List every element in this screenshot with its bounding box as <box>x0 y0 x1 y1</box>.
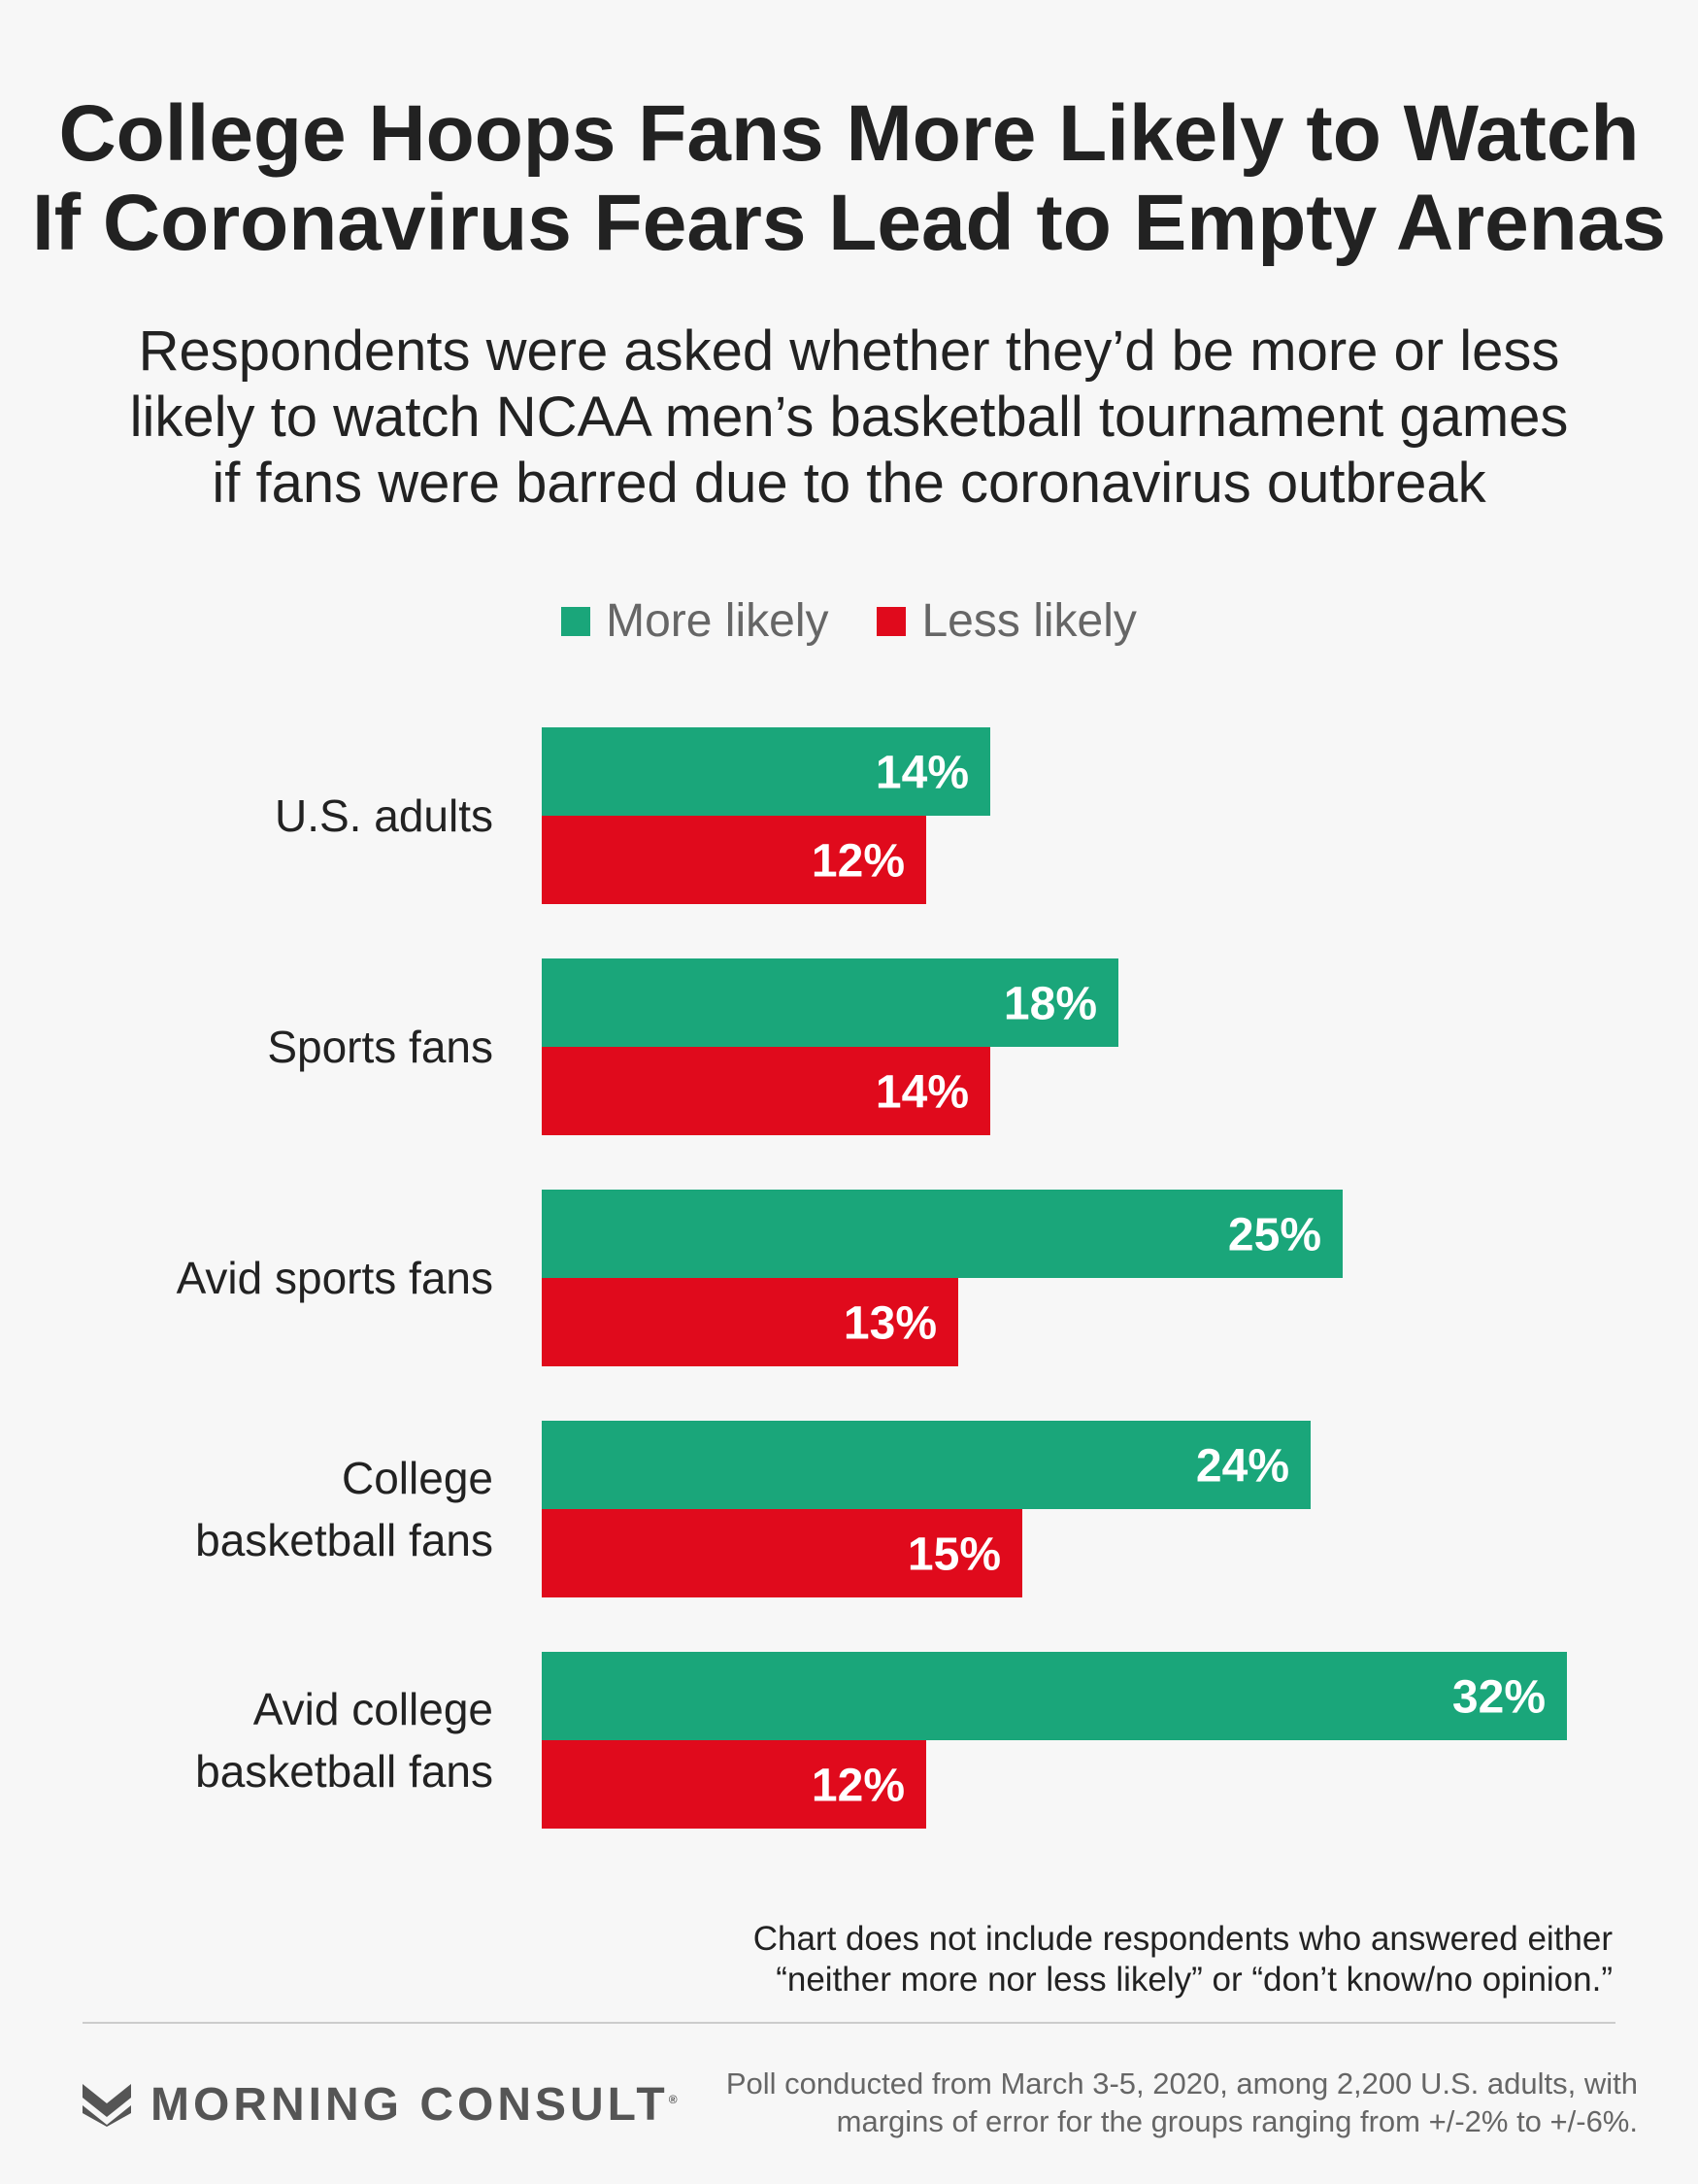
logo-wordmark-text: MORNING CONSULT <box>150 2079 669 2131</box>
category-label: Avid sports fans <box>177 1253 493 1303</box>
data-label-more-likely: 32% <box>1452 1672 1546 1724</box>
legend-item-less-likely: Less likely <box>877 594 1137 648</box>
poll-methodology: Poll conducted from March 3-5, 2020, amo… <box>667 2065 1638 2140</box>
chart-note: Chart does not include respondents who a… <box>545 1919 1613 2000</box>
footer-divider <box>83 2022 1615 2024</box>
chart-legend: More likely Less likely <box>0 594 1698 648</box>
chart-subtitle-line: if fans were barred due to the coronavir… <box>212 452 1486 515</box>
logo-wordmark: MORNING CONSULT® <box>150 2078 682 2132</box>
bar-less-likely <box>542 816 926 904</box>
category-label: U.S. adults <box>275 790 493 841</box>
data-label-less-likely: 15% <box>908 1529 1001 1581</box>
category-label: Avid college <box>253 1684 493 1734</box>
data-label-less-likely: 13% <box>844 1298 937 1350</box>
logo-registered-mark: ® <box>668 2093 682 2106</box>
data-label-more-likely: 25% <box>1228 1210 1321 1261</box>
bar-less-likely <box>542 1509 1022 1597</box>
chart-subtitle-line: Respondents were asked whether they’d be… <box>138 319 1560 383</box>
chart-title: College Hoops Fans More Likely to Watch … <box>0 89 1698 268</box>
category-label: basketball fans <box>195 1746 493 1797</box>
legend-swatch-more-likely <box>561 606 591 636</box>
category-label: basketball fans <box>195 1515 493 1565</box>
bar-less-likely <box>542 1278 958 1366</box>
poll-methodology-line: margins of error for the groups ranging … <box>836 2104 1638 2138</box>
legend-item-more-likely: More likely <box>561 594 828 648</box>
chart-title-line: College Hoops Fans More Likely to Watch <box>58 89 1640 178</box>
chart-note-line: Chart does not include respondents who a… <box>752 1920 1613 1958</box>
poll-methodology-line: Poll conducted from March 3-5, 2020, amo… <box>725 2066 1638 2100</box>
bar-more-likely <box>542 727 990 816</box>
legend-label-less-likely: Less likely <box>921 595 1137 647</box>
legend-swatch-less-likely <box>877 606 907 636</box>
data-label-less-likely: 12% <box>812 836 905 888</box>
bar-less-likely <box>542 1047 990 1135</box>
data-label-less-likely: 14% <box>876 1067 969 1119</box>
category-label: College <box>342 1453 493 1503</box>
bar-more-likely <box>542 1652 1567 1740</box>
chart-subtitle: Respondents were asked whether they’d be… <box>0 319 1698 517</box>
chart-title-line: If Coronavirus Fears Lead to Empty Arena… <box>32 179 1666 267</box>
data-label-more-likely: 24% <box>1196 1441 1289 1493</box>
legend-label-more-likely: More likely <box>606 595 829 647</box>
chart-note-line: “neither more nor less likely” or “don’t… <box>776 1961 1613 1999</box>
bar-more-likely <box>542 1190 1343 1278</box>
chart-subtitle-line: likely to watch NCAA men’s basketball to… <box>129 386 1569 449</box>
bar-more-likely <box>542 958 1118 1047</box>
data-label-less-likely: 12% <box>812 1761 905 1812</box>
bar-more-likely <box>542 1421 1311 1509</box>
morning-consult-m-icon <box>83 2083 131 2127</box>
category-label: Sports fans <box>267 1022 493 1072</box>
data-label-more-likely: 18% <box>1004 979 1097 1030</box>
data-label-more-likely: 14% <box>876 748 969 799</box>
bar-less-likely <box>542 1740 926 1829</box>
morning-consult-logo: MORNING CONSULT® <box>83 2078 682 2132</box>
